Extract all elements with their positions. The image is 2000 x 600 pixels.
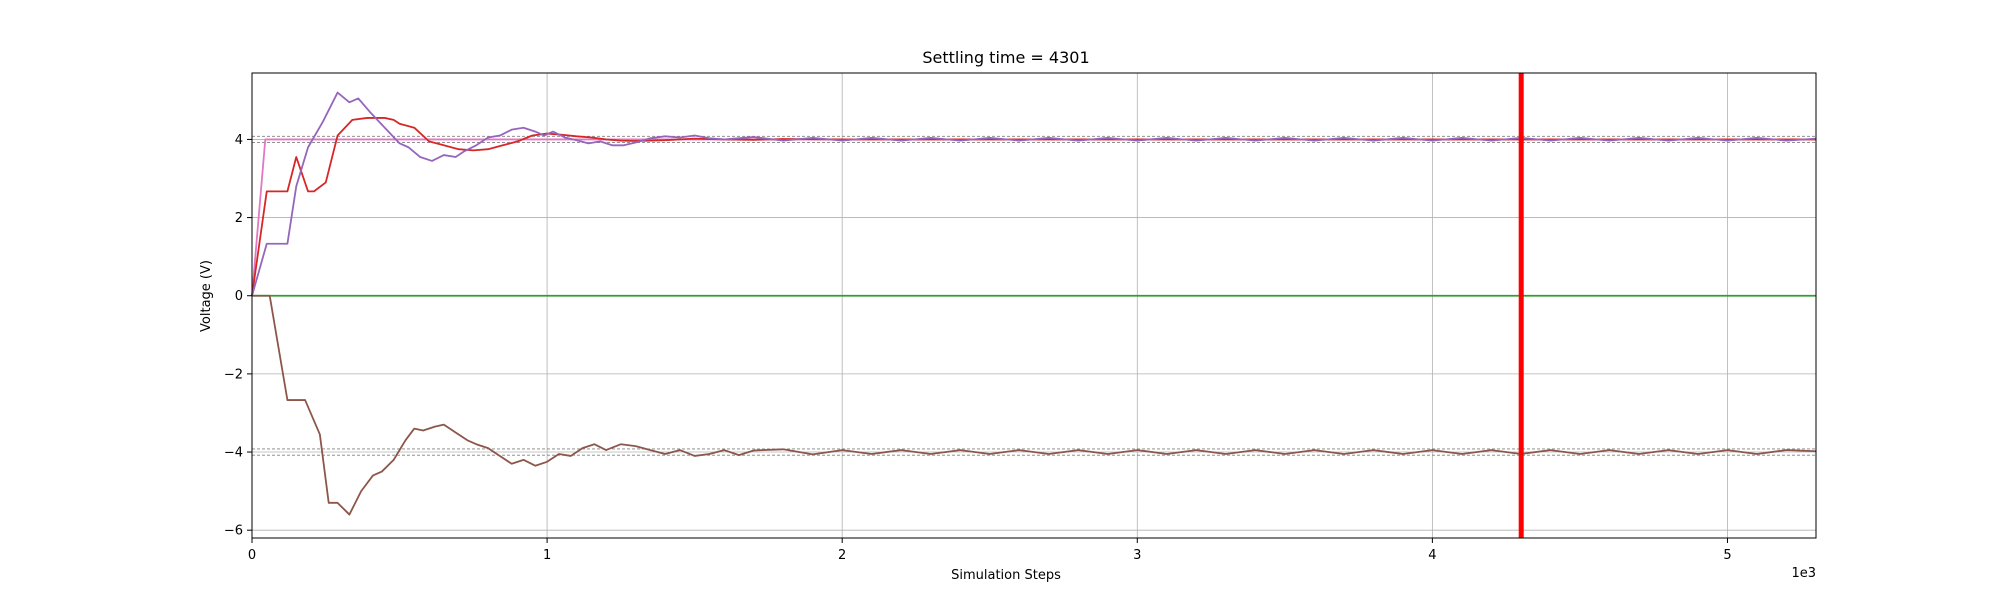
x-tick-label: 4 xyxy=(1428,548,1436,563)
y-tick-label: 0 xyxy=(235,289,243,304)
axis-ticks: 0 1 2 3 4 5 −6 −4 −2 0 2 4 xyxy=(224,133,1732,563)
y-tick-label: 4 xyxy=(235,133,243,148)
x-axis-offset-label: 1e3 xyxy=(1791,566,1816,581)
y-tick-label: 2 xyxy=(235,211,243,226)
series-line xyxy=(252,294,1817,516)
series-line xyxy=(251,117,1816,296)
x-axis-label: Simulation Steps xyxy=(951,568,1061,583)
x-tick-label: 1 xyxy=(543,548,551,563)
chart-title: Settling time = 4301 xyxy=(922,48,1089,67)
x-tick-label: 2 xyxy=(838,548,846,563)
series-lines xyxy=(251,91,1817,516)
y-axis-label: Voltage (V) xyxy=(199,260,214,332)
y-tick-label: −2 xyxy=(224,367,243,382)
y-tick-label: −6 xyxy=(224,524,243,539)
x-tick-label: 3 xyxy=(1133,548,1141,563)
x-tick-label: 5 xyxy=(1723,548,1731,563)
x-tick-label: 0 xyxy=(248,548,256,563)
series-line xyxy=(251,91,1817,296)
plot-frame xyxy=(251,72,1817,539)
y-tick-label: −4 xyxy=(224,446,243,461)
